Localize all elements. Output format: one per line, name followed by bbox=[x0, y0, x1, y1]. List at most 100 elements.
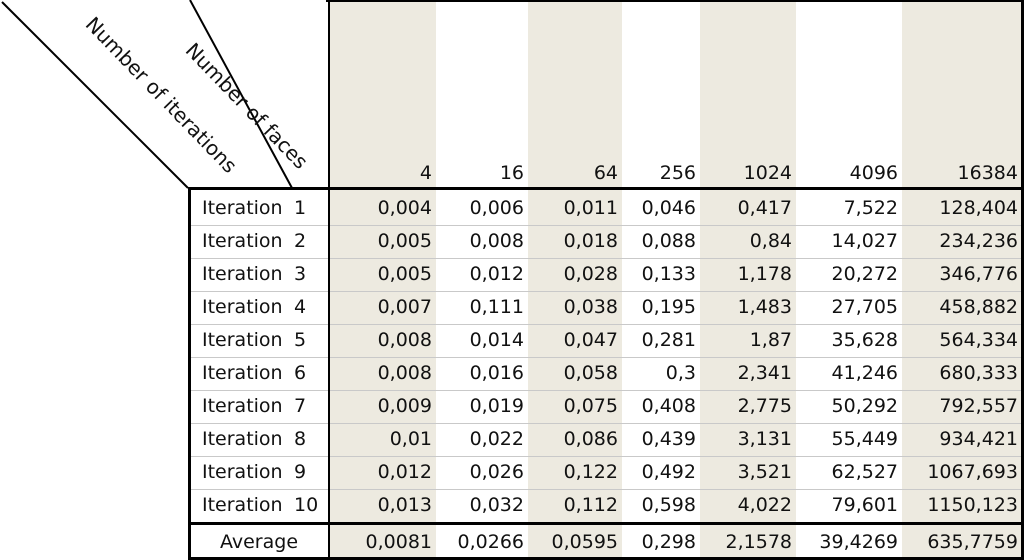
table-cell: 0,014 bbox=[469, 329, 524, 351]
column-shade bbox=[528, 0, 622, 560]
column-shade bbox=[330, 0, 436, 560]
row-label: Iteration 3 bbox=[190, 258, 328, 291]
row-label-word: Iteration bbox=[202, 230, 283, 252]
row-separator bbox=[190, 489, 1024, 490]
table-cell: 458,882 bbox=[939, 296, 1018, 318]
average-cell: 39,4269 bbox=[819, 531, 898, 553]
table-cell: 0,009 bbox=[377, 395, 432, 417]
table-cell: 792,557 bbox=[939, 395, 1018, 417]
row-label-number: 8 bbox=[294, 428, 307, 450]
table-cell: 0,598 bbox=[641, 494, 696, 516]
row-label-word: Iteration bbox=[202, 263, 283, 285]
table-cell: 680,333 bbox=[939, 362, 1018, 384]
row-label: Iteration 1 bbox=[190, 192, 328, 225]
row-label-word: Iteration bbox=[202, 395, 283, 417]
table-cell: 0,408 bbox=[641, 395, 696, 417]
row-separator bbox=[190, 456, 1024, 457]
table-border bbox=[188, 557, 1024, 560]
column-header: 64 bbox=[593, 162, 618, 184]
row-label-number: 6 bbox=[294, 362, 307, 384]
table-cell: 0,417 bbox=[737, 197, 792, 219]
table-cell: 0,012 bbox=[377, 461, 432, 483]
table-cell: 50,292 bbox=[831, 395, 898, 417]
table-cell: 0,013 bbox=[377, 494, 432, 516]
table-cell: 55,449 bbox=[831, 428, 898, 450]
column-header: 256 bbox=[659, 162, 696, 184]
table-cell: 0,004 bbox=[377, 197, 432, 219]
table-cell: 0,111 bbox=[469, 296, 524, 318]
row-label: Iteration 8 bbox=[190, 423, 328, 456]
table-cell: 0,011 bbox=[563, 197, 618, 219]
row-separator bbox=[190, 258, 1024, 259]
table-cell: 0,088 bbox=[641, 230, 696, 252]
table-cell: 2,341 bbox=[737, 362, 792, 384]
table-cell: 0,133 bbox=[641, 263, 696, 285]
row-label: Iteration 2 bbox=[190, 225, 328, 258]
table-cell: 0,01 bbox=[389, 428, 432, 450]
table-cell: 234,236 bbox=[939, 230, 1018, 252]
table-cell: 0,086 bbox=[563, 428, 618, 450]
column-header: 16384 bbox=[957, 162, 1018, 184]
average-cell: 2,1578 bbox=[725, 531, 792, 553]
table-cell: 934,421 bbox=[939, 428, 1018, 450]
row-separator bbox=[190, 291, 1024, 292]
row-label-number: 7 bbox=[294, 395, 307, 417]
table-cell: 0,84 bbox=[749, 230, 792, 252]
table-cell: 0,492 bbox=[641, 461, 696, 483]
table-cell: 0,008 bbox=[377, 329, 432, 351]
row-label-word: Iteration bbox=[202, 494, 283, 516]
table-cell: 0,005 bbox=[377, 230, 432, 252]
table-cell: 1,87 bbox=[749, 329, 792, 351]
row-label-number: 10 bbox=[294, 494, 319, 516]
table-cell: 0,047 bbox=[563, 329, 618, 351]
table-cell: 0,281 bbox=[641, 329, 696, 351]
average-cell: 0,0081 bbox=[365, 531, 432, 553]
row-label-word: Iteration bbox=[202, 428, 283, 450]
table-border bbox=[1021, 0, 1024, 560]
table-cell: 0,019 bbox=[469, 395, 524, 417]
table-cell: 3,521 bbox=[737, 461, 792, 483]
average-label: Average bbox=[219, 531, 299, 553]
table-border bbox=[188, 187, 1024, 190]
table-cell: 564,334 bbox=[939, 329, 1018, 351]
table-cell: 27,705 bbox=[831, 296, 898, 318]
row-separator bbox=[190, 225, 1024, 226]
column-shade bbox=[902, 0, 1022, 560]
table-cell: 0,022 bbox=[469, 428, 524, 450]
column-header: 1024 bbox=[743, 162, 792, 184]
row-separator bbox=[190, 423, 1024, 424]
table-cell: 1,178 bbox=[737, 263, 792, 285]
table-cell: 0,032 bbox=[469, 494, 524, 516]
table-cell: 0,075 bbox=[563, 395, 618, 417]
row-label-number: 1 bbox=[294, 197, 307, 219]
table-cell: 1150,123 bbox=[927, 494, 1018, 516]
row-label-number: 9 bbox=[294, 461, 307, 483]
row-label-word: Iteration bbox=[202, 362, 283, 384]
table-cell: 0,026 bbox=[469, 461, 524, 483]
table-cell: 0,016 bbox=[469, 362, 524, 384]
table-cell: 128,404 bbox=[939, 197, 1018, 219]
table-cell: 1067,693 bbox=[927, 461, 1018, 483]
table-cell: 0,112 bbox=[563, 494, 618, 516]
row-label-number: 3 bbox=[294, 263, 307, 285]
row-label: Iteration 6 bbox=[190, 357, 328, 390]
table-cell: 0,038 bbox=[563, 296, 618, 318]
average-cell: 0,0266 bbox=[457, 531, 524, 553]
row-label-number: 4 bbox=[294, 296, 307, 318]
table-cell: 0,005 bbox=[377, 263, 432, 285]
row-separator bbox=[190, 324, 1024, 325]
row-separator bbox=[190, 390, 1024, 391]
table-cell: 0,018 bbox=[563, 230, 618, 252]
table-cell: 3,131 bbox=[737, 428, 792, 450]
row-label: Iteration 7 bbox=[190, 390, 328, 423]
table-cell: 0,006 bbox=[469, 197, 524, 219]
table-cell: 0,195 bbox=[641, 296, 696, 318]
table-cell: 4,022 bbox=[737, 494, 792, 516]
table-cell: 0,046 bbox=[641, 197, 696, 219]
table-cell: 62,527 bbox=[831, 461, 898, 483]
row-label-word: Iteration bbox=[202, 329, 283, 351]
table-cell: 7,522 bbox=[843, 197, 898, 219]
column-header: 4 bbox=[419, 162, 432, 184]
